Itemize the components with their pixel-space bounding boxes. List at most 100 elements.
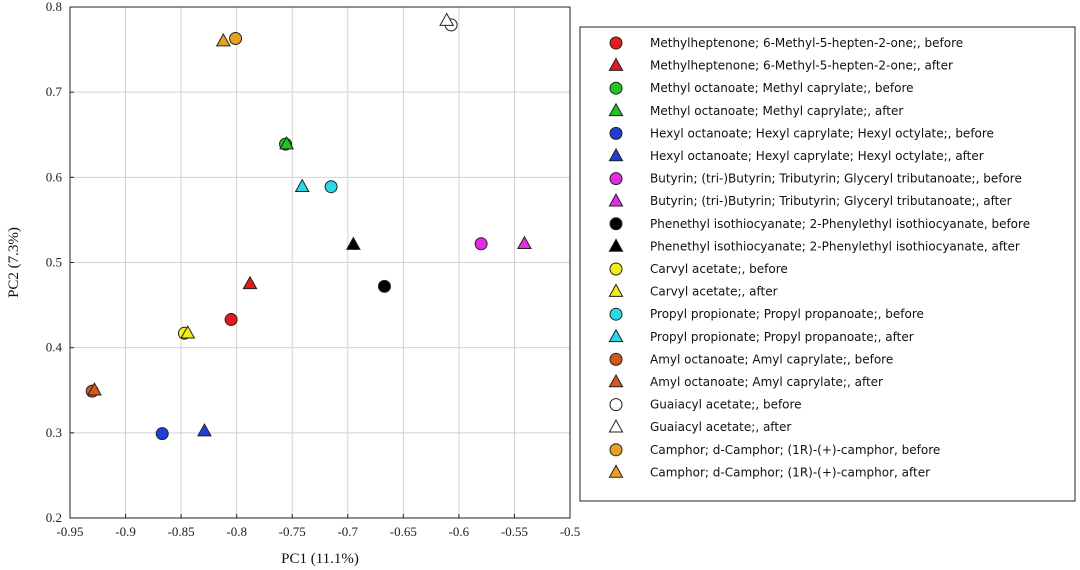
legend-box (579, 26, 1076, 502)
data-point-triangle (516, 235, 532, 250)
legend-triangle-marker (608, 464, 624, 478)
legend-item: Butyrin; (tri-)Butyrin; Tributyrin; Glyc… (609, 172, 1022, 186)
legend-item: Amyl octanoate; Amyl caprylate;, before (609, 352, 893, 366)
legend-circle-marker (609, 262, 623, 276)
legend-label: Camphor; d-Camphor; (1R)-(+)-camphor, af… (650, 465, 930, 479)
legend-item: Amyl octanoate; Amyl caprylate;, after (608, 373, 883, 389)
legend-item: Phenethyl isothiocyanate; 2-Phenylethyl … (609, 217, 1030, 231)
data-point-circle (155, 427, 169, 441)
legend-item: Butyrin; (tri-)Butyrin; Tributyrin; Glyc… (608, 193, 1012, 208)
data-point-triangle (215, 32, 231, 47)
data-point-triangle (279, 136, 295, 150)
legend-label: Camphor; d-Camphor; (1R)-(+)-camphor, be… (650, 443, 940, 457)
data-point-triangle (180, 325, 196, 339)
legend-label: Guaiacyl acetate;, before (650, 398, 802, 412)
data-point-circle (224, 313, 238, 327)
y-tick-label: 0.2 (46, 510, 62, 525)
legend-item: Hexyl octanoate; Hexyl caprylate; Hexyl … (609, 126, 994, 140)
legend-item: Methyl octanoate; Methyl caprylate;, bef… (609, 81, 914, 95)
legend-label: Methyl octanoate; Methyl caprylate;, aft… (650, 104, 903, 118)
y-tick-labels: 0.2 0.3 0.4 0.5 0.6 0.7 0.8 (46, 0, 74, 525)
legend-label: Carvyl acetate;, before (650, 262, 788, 276)
y-tick-label: 0.5 (46, 255, 62, 270)
x-tick-label: -0.6 (449, 524, 470, 539)
legend-item: Propyl propionate; Propyl propanoate;, b… (609, 307, 924, 321)
data-point-triangle (439, 12, 455, 26)
legend-label: Carvyl acetate;, after (650, 285, 778, 299)
legend-circle-marker (609, 443, 623, 457)
legend-item: Guaiacyl acetate;, before (609, 398, 802, 412)
data-point-circle (377, 279, 391, 293)
data-point-triangle (86, 382, 102, 396)
legend-label: Butyrin; (tri-)Butyrin; Tributyrin; Glyc… (650, 194, 1012, 208)
x-tick-label: -0.75 (279, 524, 306, 539)
legend-triangle-marker (608, 193, 624, 207)
y-tick-label: 0.8 (46, 0, 62, 14)
x-tick-label: -0.7 (337, 524, 358, 539)
legend-circle-marker (609, 217, 623, 231)
legend-label: Methylheptenone; 6-Methyl-5-hepten-2-one… (650, 36, 963, 50)
legend-label: Guaiacyl acetate;, after (650, 420, 791, 434)
legend-label: Propyl propionate; Propyl propanoate;, a… (650, 330, 914, 344)
y-tick-label: 0.6 (46, 169, 63, 184)
legend-triangle-marker (608, 373, 624, 388)
x-tick-label: -0.9 (115, 524, 136, 539)
legend-item: Methylheptenone; 6-Methyl-5-hepten-2-one… (608, 57, 953, 73)
legend-label: Phenethyl isothiocyanate; 2-Phenylethyl … (650, 239, 1020, 253)
grid-lines (69, 6, 571, 519)
legend-label: Butyrin; (tri-)Butyrin; Tributyrin; Glyc… (650, 172, 1022, 186)
legend-circle-marker (609, 36, 623, 50)
legend-label: Propyl propionate; Propyl propanoate;, b… (650, 307, 924, 321)
data-point-circle (229, 32, 243, 46)
legend-item: Carvyl acetate;, after (608, 283, 778, 299)
legend-label: Amyl octanoate; Amyl caprylate;, before (650, 352, 893, 366)
legend-item: Phenethyl isothiocyanate; 2-Phenylethyl … (608, 238, 1020, 253)
legend-label: Methyl octanoate; Methyl caprylate;, bef… (650, 81, 914, 95)
x-tick-labels: -0.95 -0.9 -0.85 -0.8 -0.75 -0.7 -0.65 -0.6 -0.5… (56, 514, 580, 539)
data-point-triangle (345, 236, 361, 250)
legend-label: Phenethyl isothiocyanate; 2-Phenylethyl … (650, 217, 1030, 231)
x-tick-label: -0.8 (226, 524, 247, 539)
legend-item: Hexyl octanoate; Hexyl caprylate; Hexyl … (608, 147, 984, 163)
legend-items: Methylheptenone; 6-Methyl-5-hepten-2-one… (608, 36, 1030, 479)
x-tick-label: -0.5 (560, 524, 581, 539)
x-tick-label: -0.55 (501, 524, 528, 539)
legend-circle-marker (609, 307, 623, 321)
legend-triangle-marker (608, 147, 624, 162)
legend-label: Hexyl octanoate; Hexyl caprylate; Hexyl … (650, 149, 984, 163)
legend-item: Camphor; d-Camphor; (1R)-(+)-camphor, af… (608, 464, 930, 479)
y-axis-title: PC2 (7.3%) (6, 227, 22, 298)
legend-triangle-marker (608, 419, 624, 433)
legend-triangle-marker (608, 238, 624, 252)
legend-item: Methyl octanoate; Methyl caprylate;, aft… (608, 102, 903, 118)
data-point-triangle (294, 178, 310, 192)
legend-circle-marker (609, 172, 623, 186)
legend-label: Hexyl octanoate; Hexyl caprylate; Hexyl … (650, 126, 994, 140)
x-tick-label: -0.85 (168, 524, 195, 539)
data-point-circle (324, 180, 338, 194)
legend-triangle-marker (608, 57, 624, 71)
x-axis-title: PC1 (11.1%) (281, 551, 359, 567)
legend-label: Methylheptenone; 6-Methyl-5-hepten-2-one… (650, 59, 953, 73)
x-tick-label: -0.65 (390, 524, 417, 539)
legend-item: Guaiacyl acetate;, after (608, 419, 791, 434)
legend-circle-marker (609, 126, 623, 140)
data-point-circle (474, 237, 488, 251)
y-tick-label: 0.7 (46, 84, 63, 99)
legend: Methylheptenone; 6-Methyl-5-hepten-2-one… (579, 26, 1076, 502)
legend-triangle-marker (608, 328, 624, 343)
legend-circle-marker (609, 398, 623, 412)
legend-triangle-marker (608, 283, 624, 297)
x-tick-label: -0.95 (56, 524, 83, 539)
legend-item: Methylheptenone; 6-Methyl-5-hepten-2-one… (609, 36, 963, 50)
y-tick-label: 0.4 (46, 340, 63, 355)
plot-frame (69, 6, 571, 519)
legend-item: Carvyl acetate;, before (609, 262, 788, 276)
y-tick-label: 0.3 (46, 425, 62, 440)
legend-circle-marker (609, 352, 623, 366)
data-point-triangle (196, 423, 212, 437)
legend-label: Amyl octanoate; Amyl caprylate;, after (650, 375, 883, 389)
legend-circle-marker (609, 81, 623, 95)
legend-item: Camphor; d-Camphor; (1R)-(+)-camphor, be… (609, 443, 940, 457)
